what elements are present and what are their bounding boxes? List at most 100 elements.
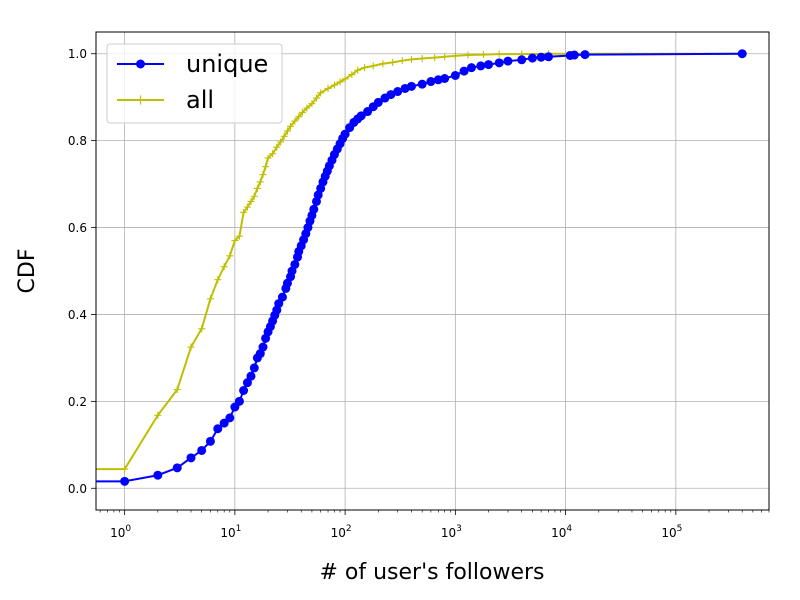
series-all-point [269,150,277,158]
series-unique-point [527,53,537,63]
x-tick-label-exponent: 3 [456,524,462,534]
series-all-point [256,178,264,186]
series-all-point [220,263,228,271]
y-tick-label: 1.0 [68,47,87,61]
legend: unique all [106,43,283,124]
x-tick-label-base: 10 [110,526,125,540]
y-tick-label: 0.4 [68,308,87,322]
series-unique-point [219,418,229,428]
legend-unique-marker [136,59,145,69]
x-tick-label-base: 10 [441,526,456,540]
series-unique-point [309,204,319,214]
series-all-point [206,295,214,303]
series-all-point [312,94,320,102]
x-tick-label-exponent: 1 [236,524,242,534]
y-tick-label: 0.8 [68,134,87,148]
series-all-point [441,53,449,61]
series-unique-point [503,56,513,66]
x-tick-label-exponent: 4 [566,524,572,534]
series-unique-point [466,63,476,73]
y-axis-label: CDF [15,249,40,294]
legend-unique-label: unique [186,50,268,78]
series-all-point [431,54,439,62]
y-tick-label: 0.0 [68,482,87,496]
series-all-point [283,127,291,135]
series-all-point [451,52,459,60]
series-unique-point [417,79,427,89]
x-tick-label: 105 [661,524,682,540]
series-all-point [336,78,344,86]
series-unique-point [544,52,554,62]
series-unique-point [258,342,268,352]
series-unique-point [356,111,366,121]
series-all-point [291,117,299,125]
series-unique-point [386,90,396,100]
series-all-point [264,154,272,162]
series-unique-point [569,50,579,60]
series-unique-point [494,58,504,68]
series-all-point [154,411,162,419]
series-unique-point [153,470,163,480]
y-tick-label: 0.6 [68,221,87,235]
plot-frame [95,31,770,511]
series-all-point [418,55,426,63]
series-unique-point [246,371,256,381]
series-unique-point [172,463,182,473]
series-all-point [226,252,234,260]
series-all-point [198,325,206,333]
series-unique-point [277,292,287,302]
series-unique-point [580,50,590,60]
series-all-point [250,192,258,200]
series-all-point [231,237,239,245]
series-all-point [389,58,397,66]
legend-all-marker [136,95,145,105]
series-unique-point [213,424,223,434]
series-all-point [277,138,285,146]
series-unique-point [440,73,450,83]
y-tick-label: 0.2 [68,395,87,409]
series-unique-point [373,97,383,107]
series-all-point [464,51,472,59]
series-all-point [262,163,270,171]
x-tick-label-exponent: 5 [677,524,683,534]
x-tick-label: 104 [551,524,572,540]
series-unique-point [536,52,546,62]
series-all-point [259,171,267,179]
series-all-point [379,60,387,68]
x-tick-label-base: 10 [551,526,566,540]
series-unique-point [249,363,259,373]
series-unique-point [517,55,527,65]
series-all-point [243,203,251,211]
series-unique [96,49,747,486]
x-axis-label: # of user's followers [319,560,544,585]
series-unique-point [426,77,436,87]
series-unique-point [197,445,207,455]
x-tick-label-base: 10 [661,526,676,540]
series-unique-point [406,81,416,91]
x-tick-label: 101 [220,524,241,540]
series-unique-point [205,436,215,446]
series-unique-point [737,49,747,59]
series-all-point [369,62,377,70]
series-all-point [247,197,255,205]
series-unique-point [120,476,130,486]
series-all-point [235,232,243,240]
series-all-point [361,64,369,72]
series-all-point [280,132,288,140]
series-unique-point [476,61,486,71]
series-all-point [121,465,129,473]
series-unique-point [459,66,469,76]
series-clip-group [96,49,747,486]
series-unique-point [340,129,350,139]
series-all-point [479,51,487,59]
series-all-point [253,184,261,192]
series-all-point [348,71,356,79]
series-all-point [354,66,362,74]
series-all-point [341,75,349,83]
series-all-point [240,208,248,216]
series-all-point [287,122,295,130]
series-all-point [330,81,338,89]
series-all-point [173,386,181,394]
